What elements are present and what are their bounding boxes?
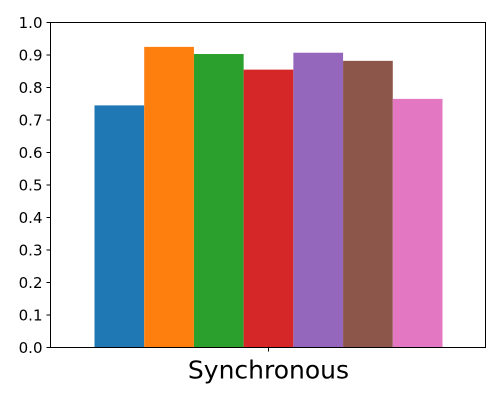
y-tick-label: 0.7 <box>19 112 43 130</box>
y-tick-label: 0.6 <box>19 144 43 162</box>
y-tick-label: 0.1 <box>19 307 43 325</box>
y-axis: 0.0 0.1 0.2 0.3 0.4 0.5 0.6 0.7 0.8 0.9 1.0 <box>19 14 51 357</box>
y-tick-label: 0.8 <box>19 79 43 97</box>
y-tick-label: 0.2 <box>19 274 43 292</box>
y-tick-label: 0.3 <box>19 242 43 260</box>
y-tick-label: 0.4 <box>19 209 43 227</box>
y-tick-label: 0.5 <box>19 177 43 195</box>
bar-series-5 <box>293 52 344 348</box>
y-tick-label: 0.0 <box>19 339 43 357</box>
bar-series-2 <box>144 46 194 348</box>
y-tick-label: 0.9 <box>19 47 43 65</box>
x-axis: Synchronous <box>188 347 349 385</box>
bar-series-6 <box>343 60 393 348</box>
bar-series-4 <box>243 69 294 348</box>
x-tick-label: Synchronous <box>188 356 349 385</box>
bar-series-7 <box>392 98 443 348</box>
bar-group <box>94 46 443 348</box>
bar-series-3 <box>193 54 244 348</box>
y-tick-label: 1.0 <box>19 14 43 32</box>
bar-series-1 <box>94 105 145 348</box>
